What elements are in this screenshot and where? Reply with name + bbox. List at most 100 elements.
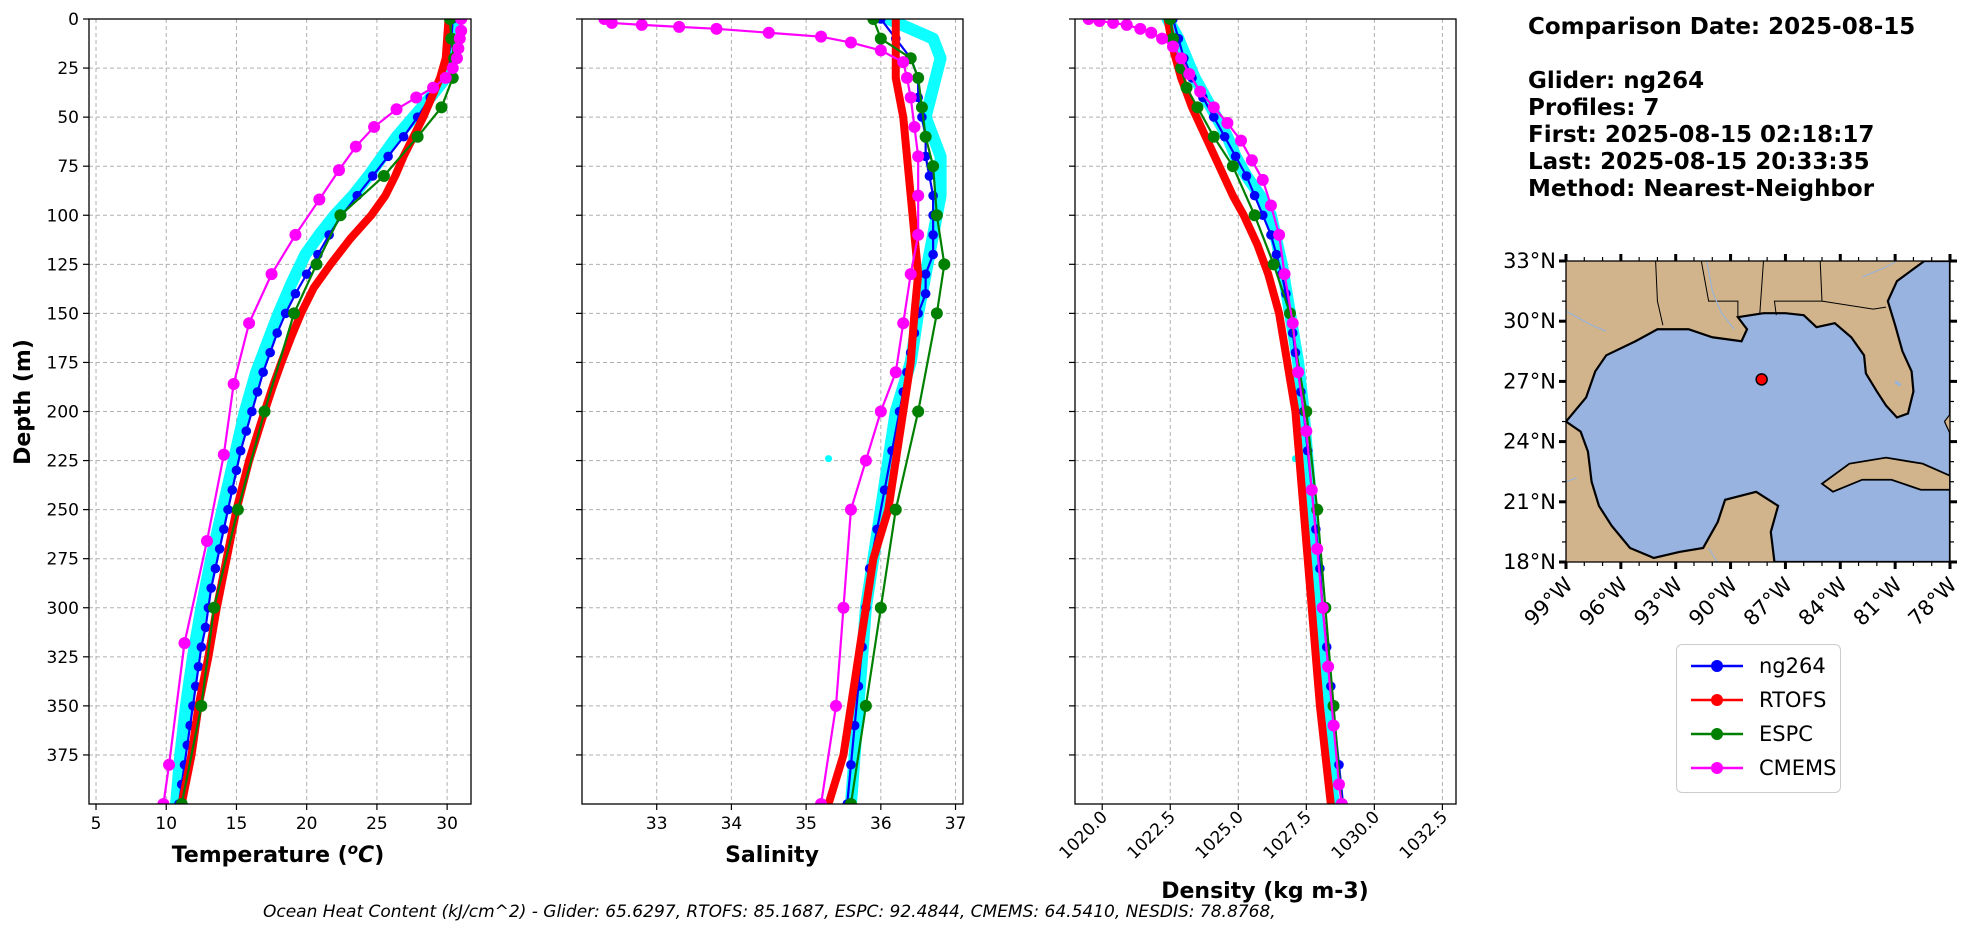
salinity-point-cmems	[605, 19, 618, 29]
map-x-tick-label: 87°W	[1739, 572, 1797, 630]
density-point-cmems	[1327, 719, 1340, 732]
density-point-cmems	[1082, 19, 1095, 25]
salinity-line-rtofs	[824, 19, 923, 804]
salinity-point-espc	[938, 258, 951, 271]
y-tick-label: 375	[47, 746, 79, 766]
river	[1861, 261, 1898, 278]
density-point-cmems	[1332, 778, 1345, 791]
salinity-point-cmems	[874, 405, 887, 418]
density-point-cmems	[1311, 542, 1324, 555]
temperature-point-ng264	[301, 269, 312, 279]
location-map: 99°W96°W93°W90°W87°W84°W81°W78°W 33°N 30°N…	[1503, 249, 1962, 631]
salinity-point-cmems	[904, 91, 917, 104]
temperature-point-ng264	[223, 504, 233, 515]
density-point-cmems	[1107, 19, 1120, 29]
x-tick-label: 30	[436, 814, 458, 834]
y-tick-label: 125	[47, 255, 79, 275]
salinity-point-espc	[919, 130, 932, 143]
salinity-point-cmems	[844, 36, 857, 49]
first-time: First: 2025-08-15 02:18:17	[1528, 122, 1875, 148]
map-x-tick-label: 78°W	[1904, 572, 1962, 630]
temperature-point-cmems	[157, 798, 170, 804]
temperature-point-cmems	[200, 535, 213, 548]
temperature-point-ng264	[265, 347, 275, 358]
salinity-point-cmems	[844, 503, 857, 516]
x-tick-label: 10	[155, 814, 177, 834]
map-y-tick-label: 33°N	[1503, 249, 1556, 273]
y-tick-label: 75	[57, 157, 79, 177]
salinity-point-cmems	[900, 71, 913, 84]
temperature-point-ng264	[227, 485, 238, 495]
density-point-cmems	[1335, 798, 1348, 804]
state-border	[1773, 261, 1823, 316]
x-tick-label: 15	[226, 814, 248, 834]
temperature-point-espc	[411, 130, 424, 143]
salinity-point-cmems	[762, 26, 775, 39]
bahamas-land	[1943, 413, 1950, 436]
legend-item-cmems: CMEMS	[1687, 753, 1837, 783]
density-point-ng264	[1266, 230, 1276, 240]
map-y-tick-label: 30°N	[1503, 309, 1556, 333]
y-tick-label: 150	[47, 304, 79, 324]
temperature-point-espc	[231, 503, 244, 516]
salinity-point-ng264	[920, 288, 931, 299]
salinity-point-espc	[930, 307, 943, 320]
map-x-tick-label: 96°W	[1574, 572, 1632, 630]
temperature-point-cmems	[439, 71, 452, 84]
y-tick-label: 350	[47, 697, 79, 717]
temperature-point-ng264	[258, 367, 268, 378]
legend-label: RTOFS	[1759, 688, 1827, 712]
salinity-point-espc	[859, 699, 872, 712]
legend-item-espc: ESPC	[1687, 719, 1813, 749]
salinity-point-ng264	[924, 171, 935, 181]
salinity-xlabel: Salinity	[725, 843, 819, 868]
x-tick-label: 34	[721, 814, 743, 834]
map-x-tick-label: 81°W	[1849, 572, 1907, 630]
comparison-date: Comparison Date: 2025-08-15	[1528, 14, 1916, 40]
salinity-point-cmems	[889, 366, 902, 379]
temperature-point-cmems	[178, 637, 191, 650]
salinity-point-cmems	[859, 454, 872, 467]
x-tick-label: 36	[870, 814, 892, 834]
temperature-point-ng264	[210, 563, 221, 574]
temperature-point-espc	[334, 209, 347, 222]
x-tick-label: 1027.5	[1260, 807, 1316, 863]
temperature-point-cmems	[313, 193, 326, 206]
salinity-point-ng264	[928, 249, 938, 260]
temperature-point-cmems	[450, 52, 463, 65]
x-tick-label: 5	[91, 814, 102, 834]
x-tick-label: 1025.0	[1192, 807, 1248, 863]
x-tick-label: 1020.0	[1056, 807, 1112, 863]
legend-swatch-cmems	[1691, 762, 1743, 774]
density-line-rtofs	[1163, 19, 1335, 804]
density-point-ng264	[1241, 171, 1252, 181]
map-x-tick-label: 84°W	[1794, 572, 1852, 630]
state-border	[1655, 261, 1664, 326]
density-point-cmems	[1245, 154, 1258, 167]
temperature-point-ng264	[367, 171, 378, 181]
map-y-tick-label: 24°N	[1503, 430, 1556, 454]
temperature-point-ng264	[200, 622, 211, 633]
x-tick-label: 37	[945, 814, 967, 834]
y-tick-label: 225	[47, 452, 79, 472]
legend-swatch-espc	[1691, 728, 1743, 740]
salinity-point-ng264	[846, 759, 856, 770]
salinity-point-cmems	[897, 56, 910, 69]
density-point-espc	[1180, 81, 1193, 94]
density-point-cmems	[1273, 228, 1286, 241]
y-tick-label: 50	[57, 108, 79, 128]
y-tick-label: 325	[47, 648, 79, 668]
temperature-point-cmems	[446, 62, 459, 75]
salinity-point-espc	[874, 32, 887, 45]
temperature-xlabel: Temperature (oC)	[172, 840, 385, 868]
x-tick-label: 25	[366, 814, 388, 834]
density-point-espc	[1226, 160, 1239, 173]
density-point-cmems	[1292, 366, 1305, 379]
salinity-point-cmems	[815, 30, 828, 43]
y-tick-label: 275	[47, 550, 79, 570]
map-y-tick-label: 27°N	[1503, 369, 1556, 393]
temperature-point-espc	[443, 19, 456, 25]
density-xlabel: Density (kg m-3)	[1161, 879, 1369, 904]
x-tick-label: 20	[296, 814, 318, 834]
temperature-point-ng264	[280, 308, 291, 319]
